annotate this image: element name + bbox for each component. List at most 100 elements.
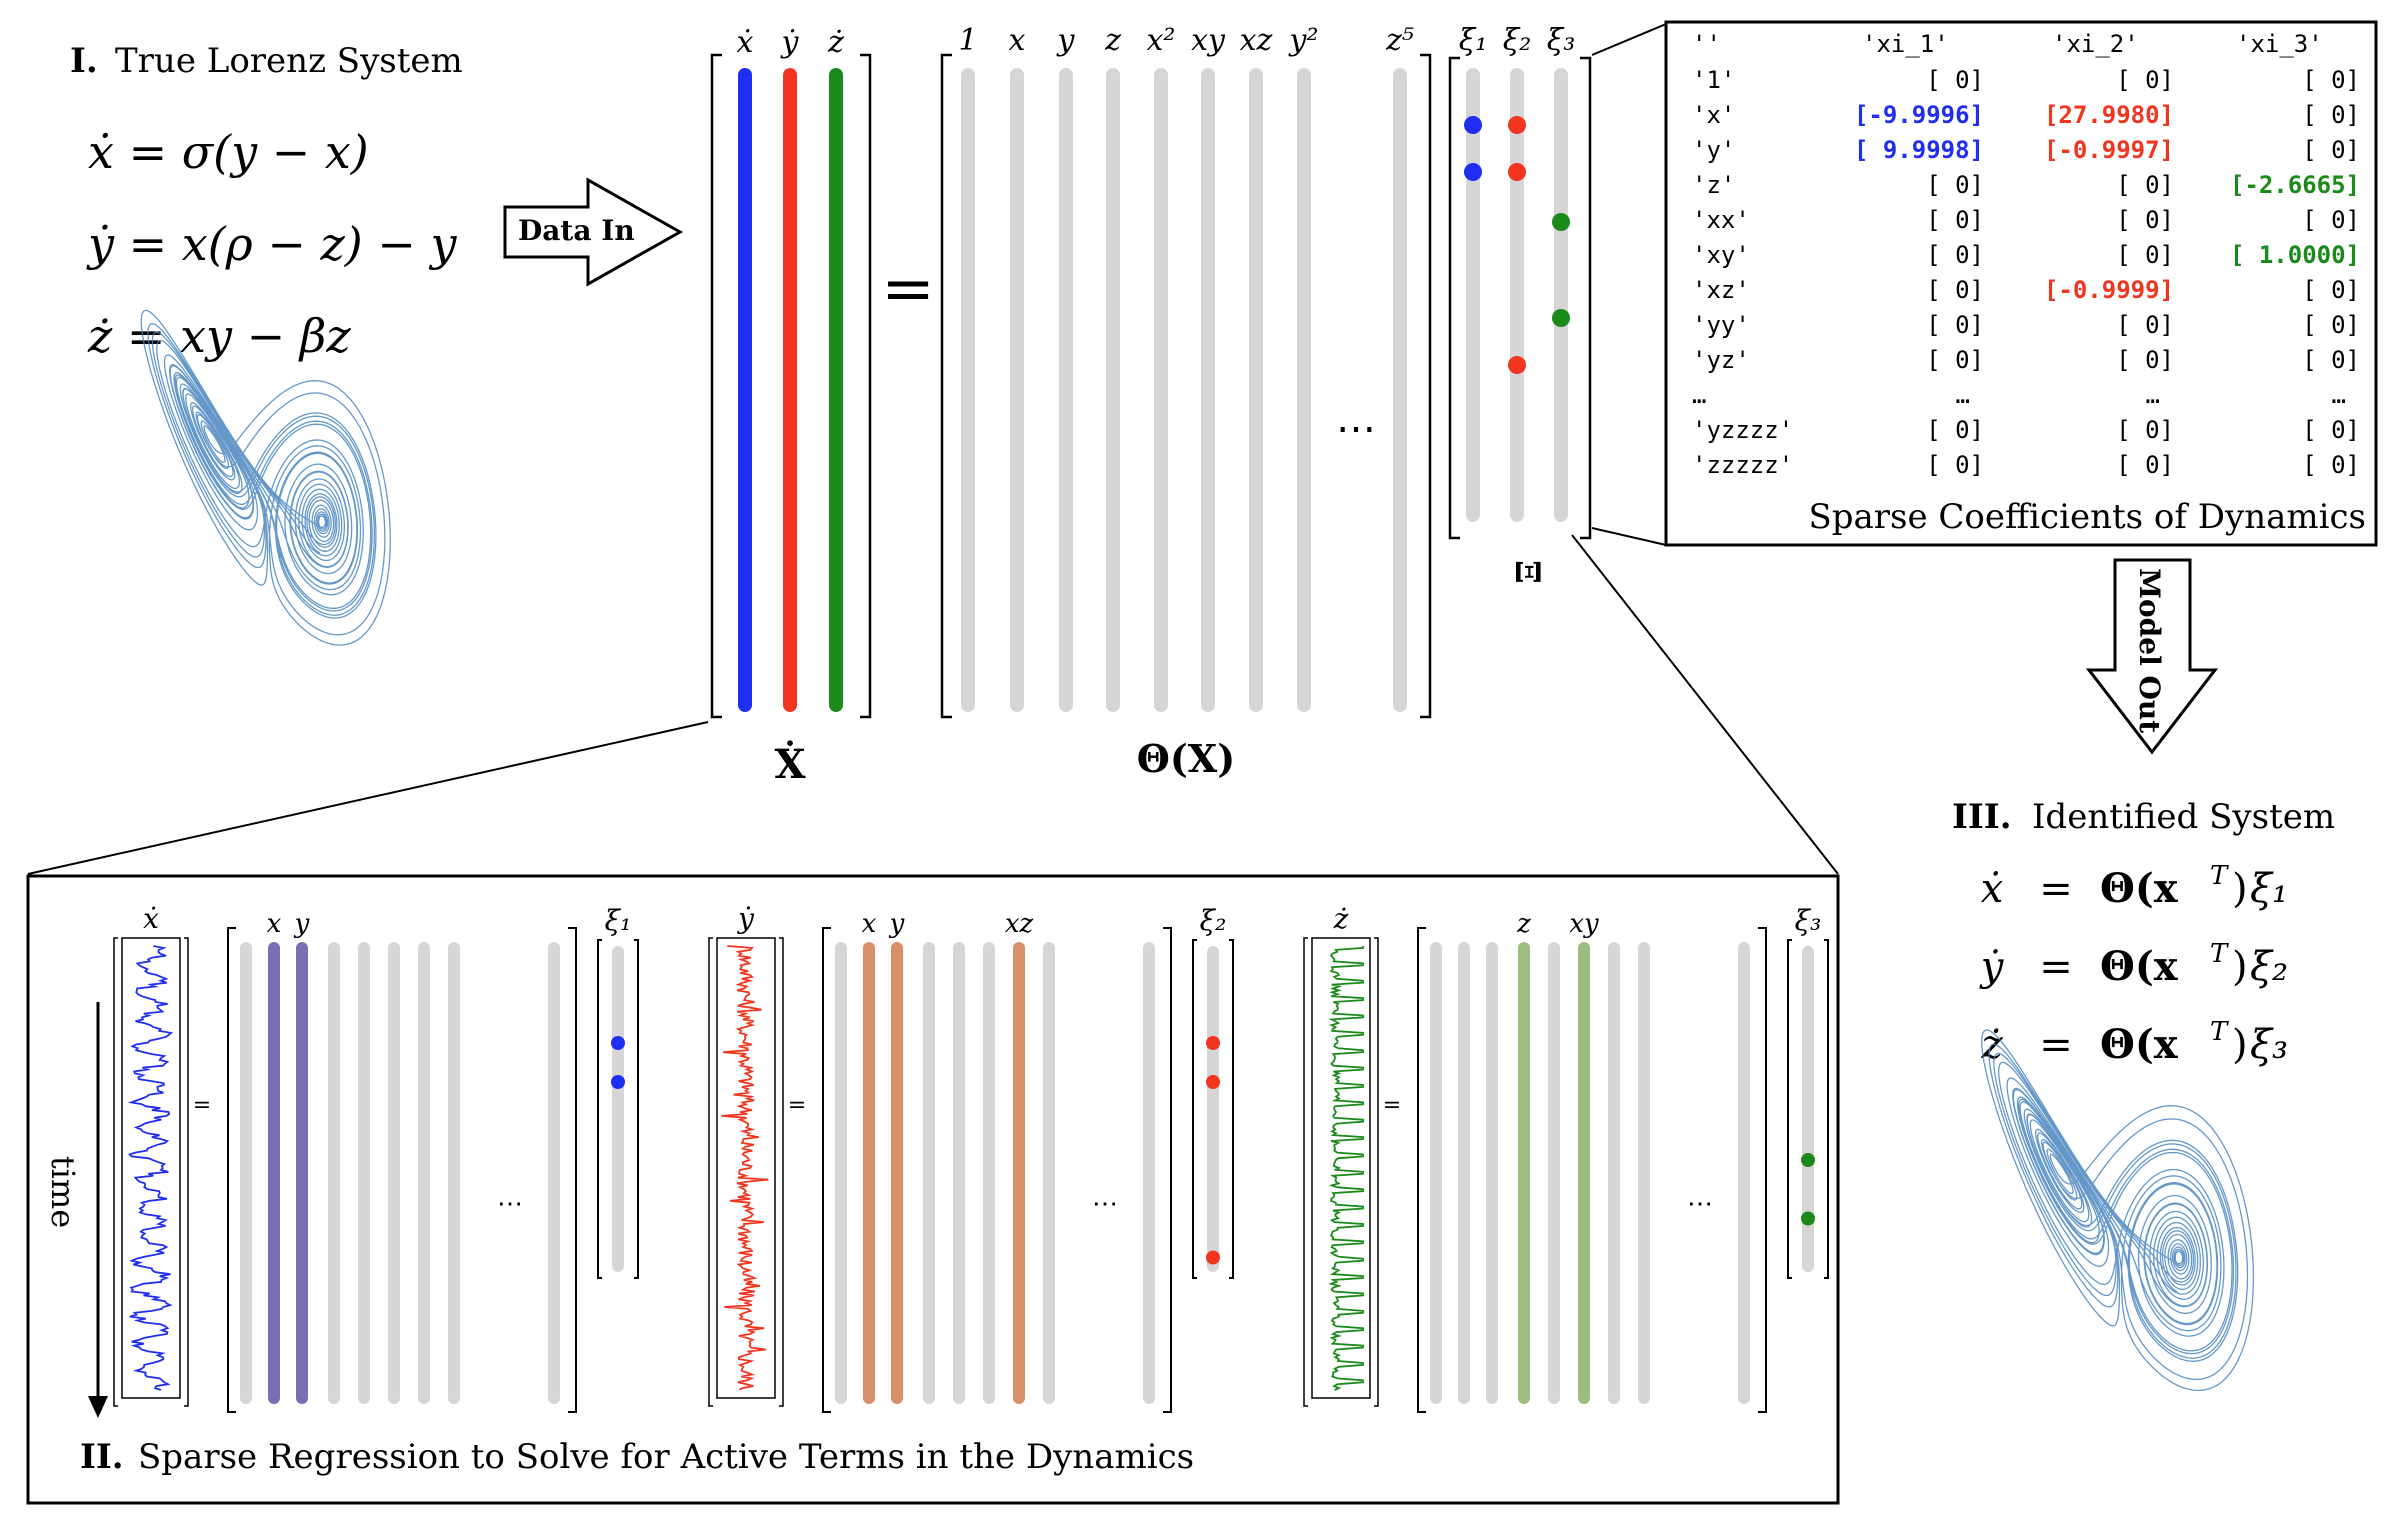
- table-cell-7-1: [ 0]: [1926, 311, 1984, 339]
- ident-sup-0: T: [2210, 861, 2229, 891]
- section1-numeral: I.: [70, 41, 98, 81]
- panel-term-label-1-0: x: [862, 909, 877, 939]
- xi-active-dot-2-row-1: [1508, 116, 1526, 134]
- theta-label-7: y²: [1288, 23, 1319, 58]
- deriv-bracket-left: [113, 937, 118, 1407]
- table-header-3: 'xi_3': [2236, 30, 2323, 58]
- attractor-trajectory-true: [140, 309, 391, 646]
- ident-close-1: ): [2232, 944, 2248, 990]
- ident-theta-2: Θ(x: [2100, 1021, 2179, 1068]
- deriv-signal-box-x: [121, 937, 181, 1399]
- section-sparse-regression: ẋ=x y⋯ξ₁ ẏ=x y xz⋯ξ₂ ż=z xy⋯ξ₃ time II. Sparse…: [26, 874, 1840, 1505]
- table-cell-6-3: [ 0]: [2302, 276, 2360, 304]
- data-in-label: Data In: [518, 214, 635, 247]
- ident-xi-2: ξ₃: [2250, 1022, 2288, 1068]
- top-equals-sign: =: [881, 252, 935, 326]
- connector-xi-to-table-bottom: [1591, 527, 1667, 546]
- panel-library-bracket-left: [227, 927, 236, 1413]
- lorenz-eq-z: ż = xy − βz: [87, 309, 351, 363]
- ident-close-2: ): [2232, 1022, 2248, 1068]
- panel-term-label-2-0: z: [1516, 909, 1531, 939]
- theta-label-3: z: [1104, 23, 1121, 58]
- section3-numeral: III.: [1952, 797, 2012, 837]
- table-cell-6-2: [-0.9999]: [2044, 276, 2174, 304]
- section3-title: Identified System: [2032, 797, 2335, 837]
- panel-library-bracket-left: [1417, 927, 1426, 1413]
- ident-equals-0: =: [2039, 866, 2073, 912]
- theta-label-1: x: [1009, 23, 1026, 58]
- regression-panel-y: ẏ = x y xz ⋯ ξ₂: [708, 902, 1234, 1413]
- xi-active-dot-3-row-3: [1552, 213, 1570, 231]
- panel-xi-bracket-right: [1229, 939, 1234, 1279]
- deriv-bracket-right: [779, 937, 784, 1407]
- panel-term-label-0-0: x: [267, 909, 282, 939]
- ident-theta-1: Θ(x: [2100, 943, 2179, 990]
- panel-term-label-1-2: xz: [1005, 909, 1034, 939]
- section2-frame: [26, 874, 1840, 1505]
- lorenz-attractor-identified: [1981, 1029, 2255, 1392]
- theta-label-0: 1: [958, 23, 977, 58]
- panel-library-bracket-right: [568, 927, 577, 1413]
- table-cell-1-3: [ 0]: [2302, 101, 2360, 129]
- data-in-arrow: Data In: [503, 177, 684, 287]
- panel-library-bracket-right: [1163, 927, 1172, 1413]
- panel-xi-dot-1-2: [1206, 1250, 1220, 1265]
- deriv-bracket-left: [1303, 937, 1308, 1407]
- xdot-label-z: ż: [827, 25, 844, 60]
- xi-active-dot-1-row-2: [1464, 163, 1482, 181]
- table-cell-8-2: [ 0]: [2116, 346, 2174, 374]
- table-term-10: 'yzzzz': [1692, 416, 1793, 444]
- panel-library-bracket-right: [1758, 927, 1767, 1413]
- theta-ellipsis: ⋯: [1336, 406, 1376, 452]
- table-cell-3-1: [ 0]: [1926, 171, 1984, 199]
- coefficient-table: '' 'xi_1' 'xi_2' 'xi_3' '1' [ 0] [ 0] [ 0] 'x' [-…: [1664, 20, 2378, 547]
- table-cell-11-3: [ 0]: [2302, 451, 2360, 479]
- panel-term-label-1-1: y: [889, 909, 905, 939]
- table-header-1: 'xi_1': [1862, 30, 1949, 58]
- table-cell-8-1: [ 0]: [1926, 346, 1984, 374]
- xdot-matrix-label: Ẋ: [774, 741, 805, 788]
- table-header-0: '': [1692, 30, 1721, 58]
- xi-matrix-label: Ξ: [1507, 560, 1547, 584]
- theta-library-matrix: 1 x y z x² xy xz y² z⁵ ⋯ Θ(X): [940, 23, 1432, 781]
- panel-equals-1: =: [788, 1093, 806, 1118]
- coefficient-table-caption: Sparse Coefficients of Dynamics: [1808, 497, 2366, 537]
- table-cell-10-2: [ 0]: [2116, 416, 2174, 444]
- panel-deriv-label-y: ẏ: [736, 902, 755, 935]
- identified-equations: ẋ = Θ(x T) ξ₁ẏ = Θ(x T) ξ₂ż = Θ(x T) ξ₃: [1979, 861, 2288, 1068]
- theta-label-4: x²: [1147, 23, 1176, 58]
- section2-title: Sparse Regression to Solve for Active Te…: [138, 1437, 1194, 1477]
- theta-label-6: xz: [1240, 23, 1273, 58]
- table-cell-5-1: [ 0]: [1926, 241, 1984, 269]
- panel-deriv-label-z: ż: [1333, 902, 1349, 935]
- regression-panel-z: ż = z xy ⋯ ξ₃: [1303, 902, 1829, 1413]
- xi-columns: [1464, 68, 1570, 522]
- panel-term-label-0-1: y: [294, 909, 310, 939]
- table-cell-0-2: [ 0]: [2116, 66, 2174, 94]
- table-cell-5-3: [ 1.0000]: [2230, 241, 2360, 269]
- panel-xi-dot-2-0: [1801, 1153, 1815, 1167]
- coefficient-table-cells: '' 'xi_1' 'xi_2' 'xi_3' '1' [ 0] [ 0] [ 0] 'x' [-…: [1692, 30, 2360, 479]
- theta-column-labels: 1 x y z x² xy xz y² z⁵: [958, 23, 1413, 58]
- section-identified-system: III. Identified System ẋ = Θ(x T) ξ₁ẏ = Θ(x T) ξ…: [1952, 797, 2335, 1392]
- table-term-8: 'yz': [1692, 346, 1750, 374]
- table-cell-9-1: …: [1956, 381, 1970, 409]
- panel-xi-bracket-left: [597, 939, 602, 1279]
- panel-ellipsis-1: ⋯: [1092, 1189, 1118, 1219]
- table-cell-4-2: [ 0]: [2116, 206, 2174, 234]
- panel-deriv-label-x: ẋ: [143, 902, 159, 935]
- table-header-2: 'xi_2': [2052, 30, 2139, 58]
- ident-equals-1: =: [2039, 944, 2073, 990]
- section-true-system: I. True Lorenz System ẋ = σ(y − x) ẏ = x…: [70, 41, 463, 646]
- table-cell-9-3: …: [2332, 381, 2346, 409]
- table-cell-0-1: [ 0]: [1926, 66, 1984, 94]
- panel-xi-bracket-right: [634, 939, 639, 1279]
- panel-equals-0: =: [193, 1093, 211, 1118]
- panel-ellipsis-2: ⋯: [1687, 1189, 1713, 1219]
- connector-zoom-right: [1571, 534, 1839, 875]
